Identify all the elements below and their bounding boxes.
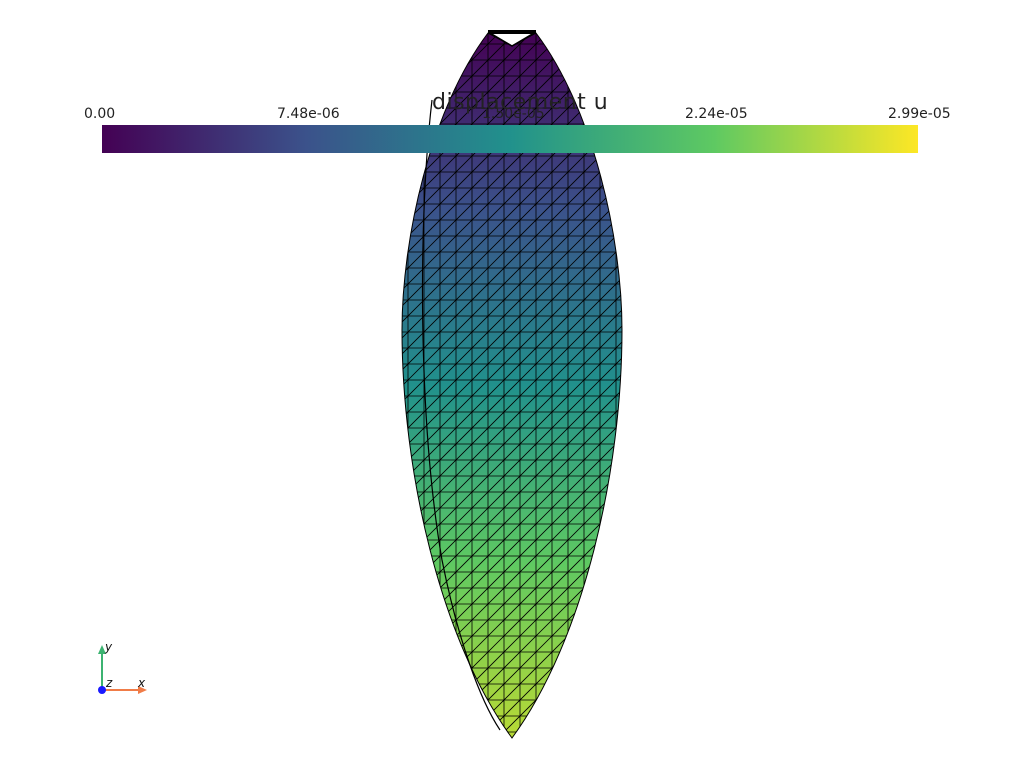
scalar-bar-colormap — [102, 125, 918, 153]
z-axis-label: z — [106, 676, 113, 690]
scalar-bar-tick-3: 2.24e-05 — [685, 106, 748, 122]
z-axis-dot-icon — [98, 686, 106, 694]
y-axis-label: y — [105, 640, 113, 654]
x-axis-head-icon — [138, 686, 147, 694]
mesh-wireframe — [402, 33, 622, 738]
scalar-bar-tick-2: 1.50e-05 — [482, 106, 545, 122]
scalar-bar-tick-1: 7.48e-06 — [277, 106, 340, 122]
y-axis-head-icon — [98, 645, 106, 654]
scalar-bar-tick-0: 0.00 — [84, 106, 116, 122]
orientation-axes-widget — [98, 645, 147, 694]
ellipsoid-mesh — [401, 32, 623, 739]
x-axis-label: x — [138, 676, 146, 690]
mesh-top-cap — [488, 30, 536, 47]
scalar-bar-tick-4: 2.99e-05 — [888, 106, 951, 122]
mesh-edges — [402, 33, 622, 738]
scalar-bar-title: displacement u — [432, 90, 609, 115]
